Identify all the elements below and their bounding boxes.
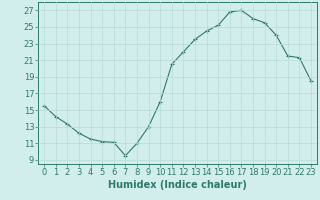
X-axis label: Humidex (Indice chaleur): Humidex (Indice chaleur) [108, 180, 247, 190]
